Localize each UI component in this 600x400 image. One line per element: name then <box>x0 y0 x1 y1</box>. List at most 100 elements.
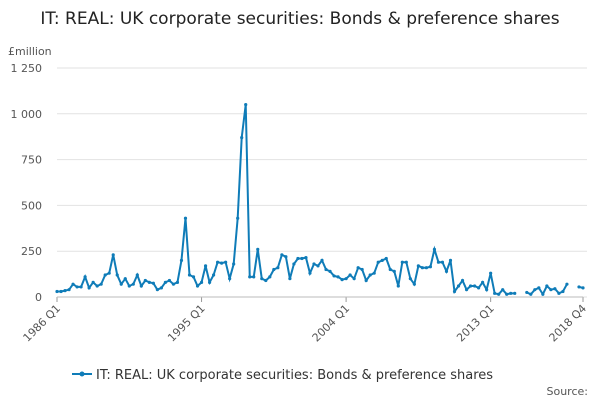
point <box>207 280 212 284</box>
point <box>171 282 176 286</box>
point <box>456 284 461 288</box>
y-tick-label: 1 000 <box>11 108 43 121</box>
point <box>464 288 469 292</box>
point <box>529 292 533 296</box>
x-tick-label: 2018 Q4 <box>547 302 590 345</box>
point <box>292 262 296 266</box>
point <box>83 275 87 279</box>
point <box>368 273 372 277</box>
point <box>436 260 441 264</box>
point <box>115 273 119 277</box>
point <box>416 264 420 268</box>
point <box>252 275 256 279</box>
point <box>304 256 308 260</box>
point <box>328 269 332 273</box>
point <box>348 273 352 277</box>
point <box>420 266 424 270</box>
point <box>276 266 280 270</box>
point <box>151 281 155 285</box>
point <box>300 256 304 261</box>
point <box>59 289 63 294</box>
point <box>159 286 163 290</box>
point <box>497 292 501 296</box>
point <box>232 262 236 266</box>
point <box>55 289 59 294</box>
point <box>493 291 497 295</box>
point <box>248 275 252 279</box>
point <box>187 273 192 277</box>
source: Source: <box>547 385 589 398</box>
point <box>240 136 244 140</box>
point <box>107 271 111 275</box>
point <box>432 247 437 251</box>
point <box>384 256 388 261</box>
point <box>408 277 412 281</box>
point <box>525 290 529 295</box>
point <box>549 288 553 292</box>
point <box>316 264 320 268</box>
point <box>216 260 220 264</box>
point <box>344 277 348 281</box>
point <box>220 261 224 265</box>
point <box>380 258 384 262</box>
point <box>135 273 139 277</box>
point <box>256 247 260 251</box>
point <box>111 253 115 257</box>
point <box>87 286 91 290</box>
series-line <box>57 104 584 297</box>
point <box>296 256 300 261</box>
point <box>75 285 79 289</box>
point <box>472 284 477 288</box>
point <box>123 277 127 281</box>
point <box>264 278 268 283</box>
point <box>509 291 513 295</box>
point <box>119 282 123 286</box>
point <box>412 282 416 286</box>
point <box>280 253 284 257</box>
point <box>336 275 340 279</box>
point <box>260 277 264 281</box>
point <box>541 292 545 296</box>
point <box>581 286 585 290</box>
point <box>356 266 360 270</box>
x-tick-label: 1995 Q1 <box>165 302 208 345</box>
legend-label: IT: REAL: UK corporate securities: Bonds… <box>96 368 493 383</box>
point <box>288 277 292 281</box>
point <box>561 289 565 294</box>
y-tick-label: 750 <box>21 154 42 167</box>
y-tick-label: 0 <box>35 291 42 304</box>
point <box>505 292 509 296</box>
y-unit: £million <box>8 45 52 58</box>
point <box>179 258 184 262</box>
point <box>183 216 188 220</box>
point <box>468 284 473 288</box>
point <box>147 280 151 284</box>
point <box>203 264 208 268</box>
point <box>360 267 364 272</box>
y-tick-label: 1 250 <box>11 62 43 75</box>
point <box>388 267 392 272</box>
point <box>392 269 396 273</box>
point <box>481 280 485 284</box>
point <box>553 287 557 291</box>
point <box>284 255 288 259</box>
chart-title: IT: REAL: UK corporate securities: Bonds… <box>40 9 559 29</box>
point <box>244 103 248 107</box>
point <box>533 288 537 292</box>
point <box>545 284 549 288</box>
point <box>228 277 232 281</box>
point <box>424 266 429 270</box>
point <box>501 288 505 292</box>
point <box>95 284 99 288</box>
point <box>440 260 445 264</box>
point <box>400 260 404 264</box>
point <box>163 280 168 284</box>
point <box>199 280 204 284</box>
point <box>332 274 336 278</box>
point <box>272 267 276 272</box>
point <box>513 291 517 295</box>
point <box>103 273 107 277</box>
point <box>460 278 465 283</box>
point <box>340 277 344 282</box>
